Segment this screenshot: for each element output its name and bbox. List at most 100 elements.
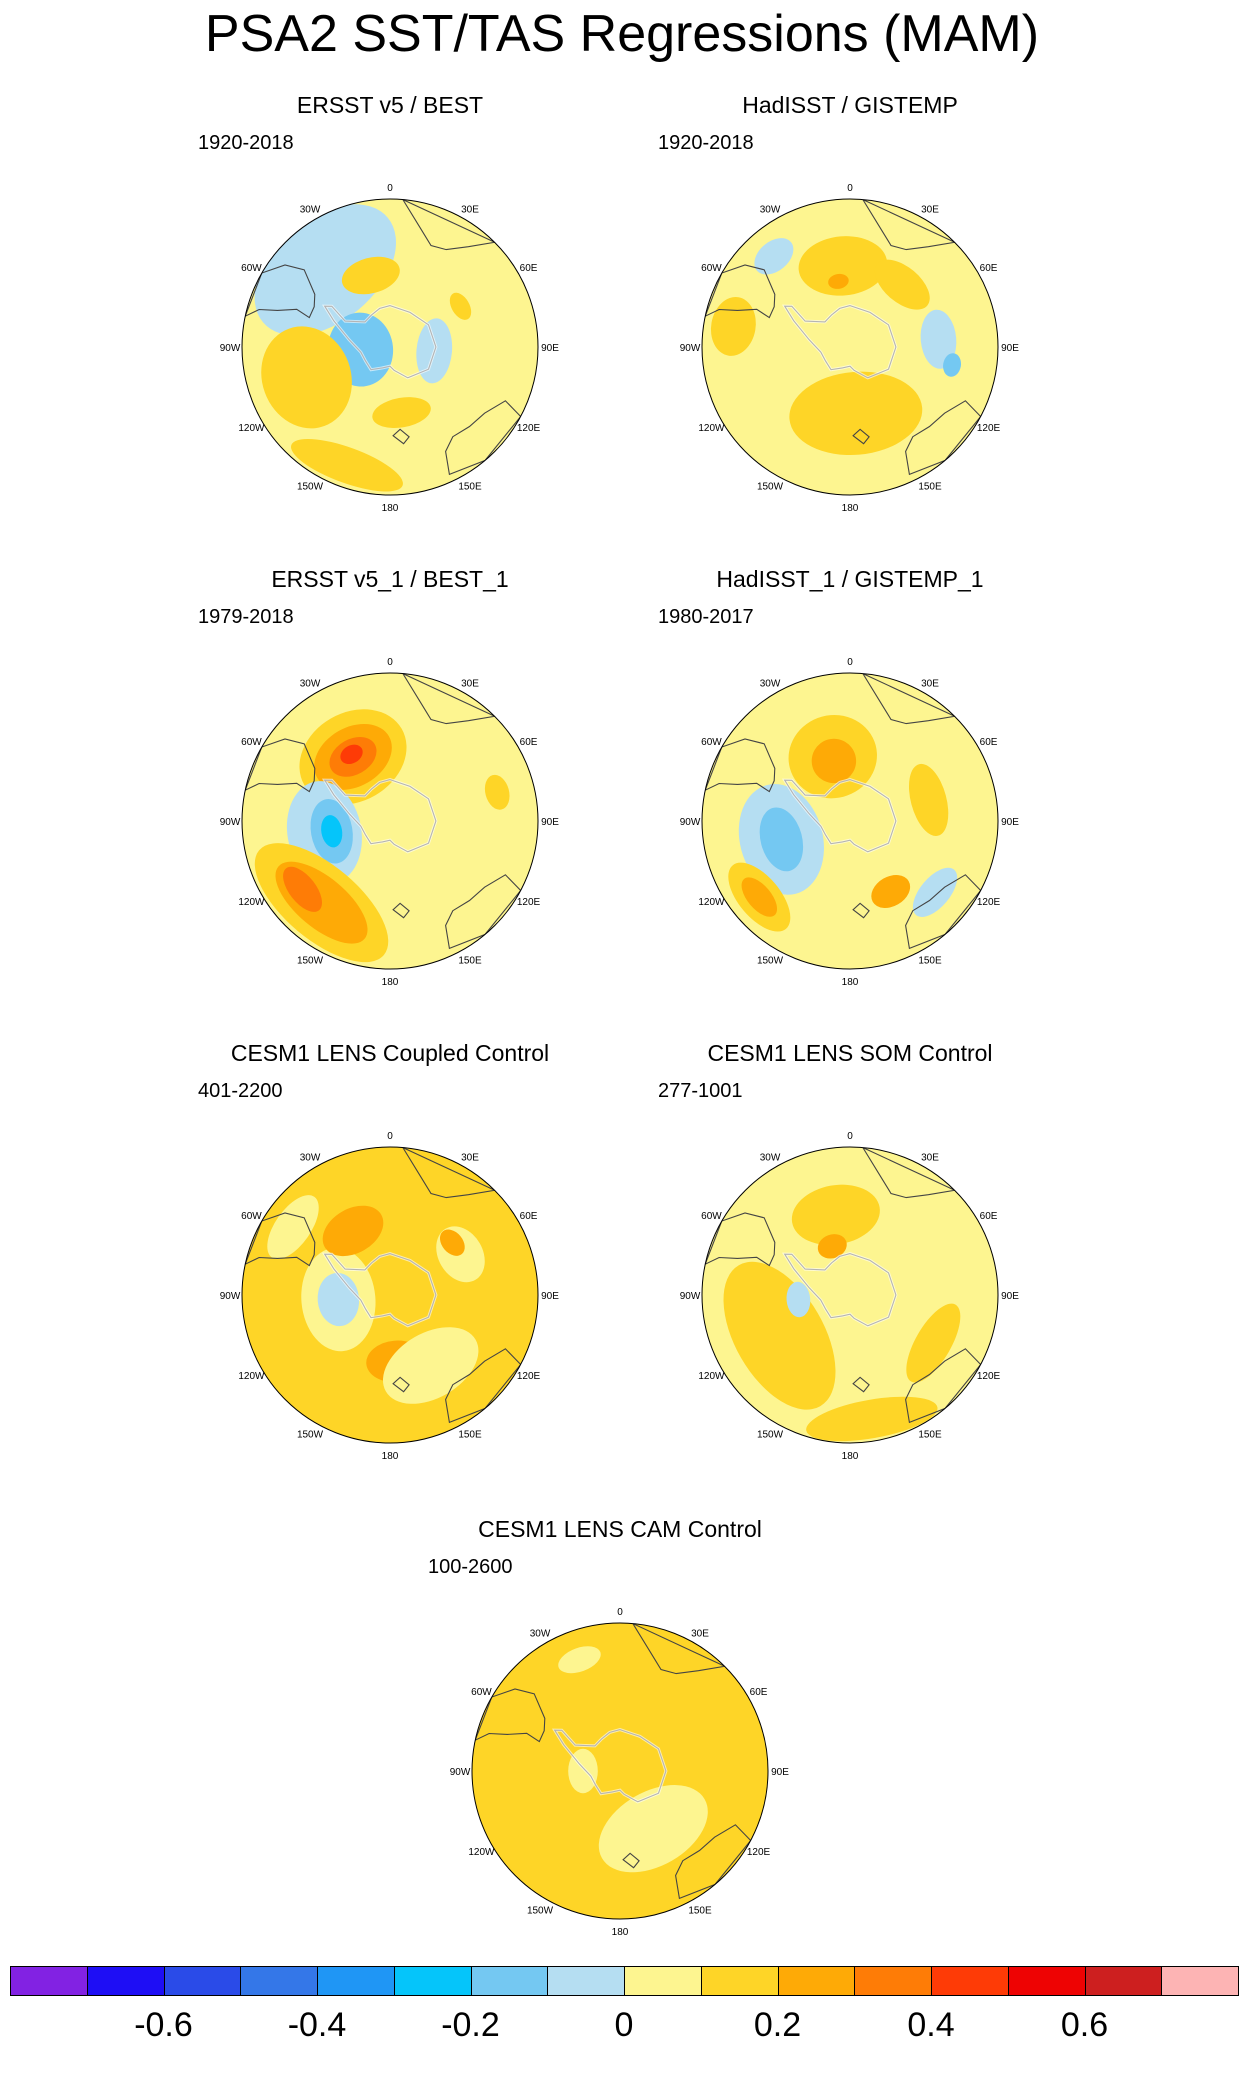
- anomaly-contour: [382, 1327, 479, 1404]
- longitude-label: 120W: [698, 1371, 725, 1382]
- anomaly-contour: [261, 326, 352, 429]
- longitude-label: 60W: [241, 263, 262, 274]
- colorbar-swatch: [10, 1966, 88, 1996]
- colorbar-tick-label: 0: [614, 2006, 634, 2044]
- longitude-label: 150W: [297, 956, 324, 967]
- longitude-label: 120E: [517, 423, 541, 434]
- new-zealand-coastline: [392, 1376, 410, 1393]
- longitude-label: 150W: [757, 1430, 784, 1441]
- panel-title: HadISST_1 / GISTEMP_1: [716, 566, 984, 592]
- longitude-label: 150W: [757, 482, 784, 493]
- longitude-label: 30W: [300, 678, 321, 689]
- polar-map: 0 30E 60E 90E 120E 150E 180 150W 120W 90W 60W 30W: [680, 657, 1020, 988]
- colorbar-swatch: [393, 1966, 472, 1996]
- map-panel-ersst1-best1: ERSST v5_1 / BEST_1 1979-2018 0 30E 60E 90E…: [180, 566, 600, 1036]
- map-field: [242, 199, 538, 495]
- polar-map: 0 30E 60E 90E 120E 150E 180 150W 120W 90W 60W 30W: [450, 1607, 790, 1938]
- coast-halo: [781, 778, 898, 854]
- longitude-label: 30E: [461, 678, 479, 689]
- anomaly-contour: [341, 256, 400, 295]
- anomaly-contour: [598, 1785, 708, 1873]
- coast-halo: [321, 304, 438, 380]
- background-field: [702, 199, 998, 495]
- anomaly-contour: [321, 815, 343, 848]
- longitude-label: 120W: [238, 1371, 265, 1382]
- anomaly-contour: [789, 371, 923, 456]
- longitude-label: 0: [387, 183, 393, 194]
- longitude-label: 30E: [461, 204, 479, 215]
- longitude-label: 60E: [520, 737, 538, 748]
- longitude-label: 150W: [757, 956, 784, 967]
- coast-halo: [551, 1728, 668, 1804]
- new-zealand-coastline: [852, 428, 870, 445]
- anomaly-contour: [340, 744, 363, 765]
- colorbar-tick-label: 0.6: [1060, 2006, 1109, 2044]
- anomaly-contour: [710, 297, 756, 356]
- longitude-label: 150E: [458, 482, 482, 493]
- longitude-label: 30W: [300, 204, 321, 215]
- longitude-label: 150W: [527, 1906, 554, 1917]
- coast-halo: [781, 304, 898, 380]
- longitude-label: 60E: [980, 737, 998, 748]
- map-border: [241, 198, 539, 496]
- anomaly-contour: [754, 238, 794, 275]
- anomaly-contour: [372, 397, 431, 429]
- new-zealand-coastline: [392, 428, 410, 445]
- longitude-label: 180: [842, 1451, 859, 1462]
- longitude-label: 90E: [1001, 817, 1019, 828]
- longitude-label: 30E: [921, 204, 939, 215]
- longitude-label: 60W: [471, 1687, 492, 1698]
- longitude-label: 150E: [918, 1430, 942, 1441]
- australia-coastline: [905, 1348, 982, 1424]
- panel-title: ERSST v5 / BEST: [296, 92, 484, 118]
- coast-halo: [321, 1252, 438, 1328]
- map-field: [242, 673, 538, 969]
- colorbar-tick-label: -0.2: [441, 2006, 500, 2044]
- longitude-label: 150E: [688, 1906, 712, 1917]
- polar-map: 0 30E 60E 90E 120E 150E 180 150W 120W 90W 60W 30W: [220, 657, 560, 988]
- longitude-label: 90W: [220, 817, 241, 828]
- colorbar-swatch: [163, 1966, 242, 1996]
- longitude-label: 120W: [468, 1847, 495, 1858]
- longitude-label: 90E: [771, 1767, 789, 1778]
- polar-map: 0 30E 60E 90E 120E 150E 180 150W 120W 90W 60W 30W: [220, 1131, 560, 1462]
- panel-title: CESM1 LENS SOM Control: [707, 1040, 993, 1066]
- longitude-label: 60E: [980, 263, 998, 274]
- coast-halo: [781, 1252, 898, 1328]
- anomaly-contour: [811, 738, 857, 784]
- colorbar-swatch: [547, 1966, 625, 1996]
- longitude-label: 30W: [760, 1152, 781, 1163]
- longitude-label: 0: [387, 657, 393, 668]
- map-panel-hadisst-gistemp: HadISST / GISTEMP 1920-2018 0 30E 60E 90E 12…: [640, 92, 1060, 562]
- longitude-label: 90W: [220, 1291, 241, 1302]
- anomaly-contour: [871, 875, 911, 908]
- longitude-label: 150E: [918, 956, 942, 967]
- anomaly-contour: [828, 273, 849, 289]
- figure-title: PSA2 SST/TAS Regressions (MAM): [204, 5, 1040, 63]
- longitude-label: 120E: [977, 423, 1001, 434]
- anomaly-contour: [558, 1646, 601, 1674]
- longitude-label: 180: [842, 503, 859, 514]
- map-panel-cesm-coupled: CESM1 LENS Coupled Control 401-2200 0 30E…: [180, 1040, 600, 1510]
- longitude-label: 150W: [297, 1430, 324, 1441]
- anomaly-contour: [741, 877, 778, 917]
- colorbar-swatch: [931, 1966, 1009, 1996]
- colorbar-swatch: [1084, 1966, 1163, 1996]
- longitude-label: 30W: [530, 1628, 551, 1639]
- map-panel-ersst-best: ERSST v5 / BEST 1920-2018 0 30E 60E 90E 120E…: [180, 92, 600, 562]
- period-label: 401-2200: [198, 1080, 283, 1102]
- new-zealand-coastline: [622, 1852, 640, 1869]
- background-field: [472, 1623, 768, 1919]
- longitude-label: 180: [382, 503, 399, 514]
- longitude-label: 150E: [458, 1430, 482, 1441]
- colorbar-swatch: [777, 1966, 856, 1996]
- longitude-label: 0: [847, 657, 853, 668]
- anomaly-contour: [449, 292, 472, 320]
- longitude-label: 120E: [517, 897, 541, 908]
- longitude-label: 150E: [918, 482, 942, 493]
- longitude-label: 60E: [520, 1211, 538, 1222]
- australia-coastline: [445, 400, 522, 476]
- longitude-label: 30E: [461, 1152, 479, 1163]
- map-border: [471, 1622, 769, 1920]
- colorbar-swatch: [86, 1966, 165, 1996]
